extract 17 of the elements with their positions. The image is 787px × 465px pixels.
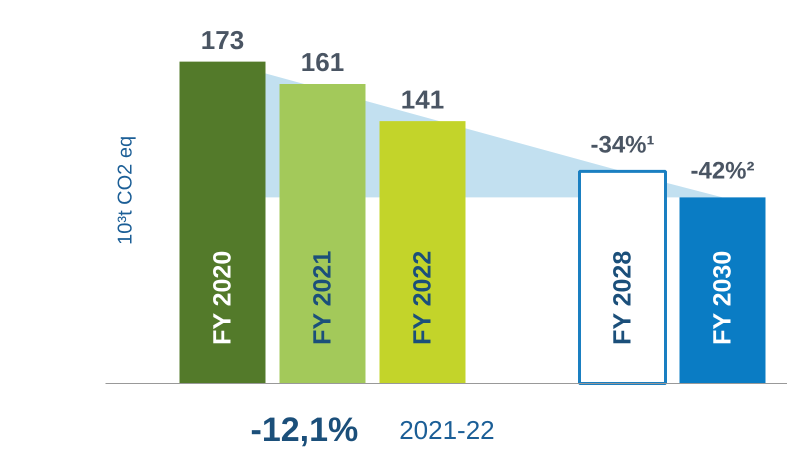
bar bbox=[680, 197, 766, 384]
bar bbox=[280, 84, 366, 384]
x-tick-label: FY 2028 bbox=[608, 250, 636, 345]
bar bbox=[180, 62, 266, 384]
x-tick-label: FY 2021 bbox=[308, 250, 336, 345]
data-label: 173 bbox=[200, 24, 244, 55]
x-tick-label: FY 2022 bbox=[408, 250, 436, 345]
data-label: 141 bbox=[400, 84, 444, 114]
y-axis-title: 10³t CO2 eq bbox=[114, 136, 136, 245]
data-label: 161 bbox=[300, 47, 344, 78]
annotation: -34%¹ bbox=[590, 132, 655, 159]
text: 2021-22 bbox=[399, 415, 495, 446]
x-tick-label: FY 2030 bbox=[708, 250, 736, 345]
text: -12,1% bbox=[250, 411, 358, 450]
annotation: -42%² bbox=[690, 158, 755, 185]
bar bbox=[380, 121, 466, 384]
x-tick-label: FY 2020 bbox=[208, 250, 236, 345]
